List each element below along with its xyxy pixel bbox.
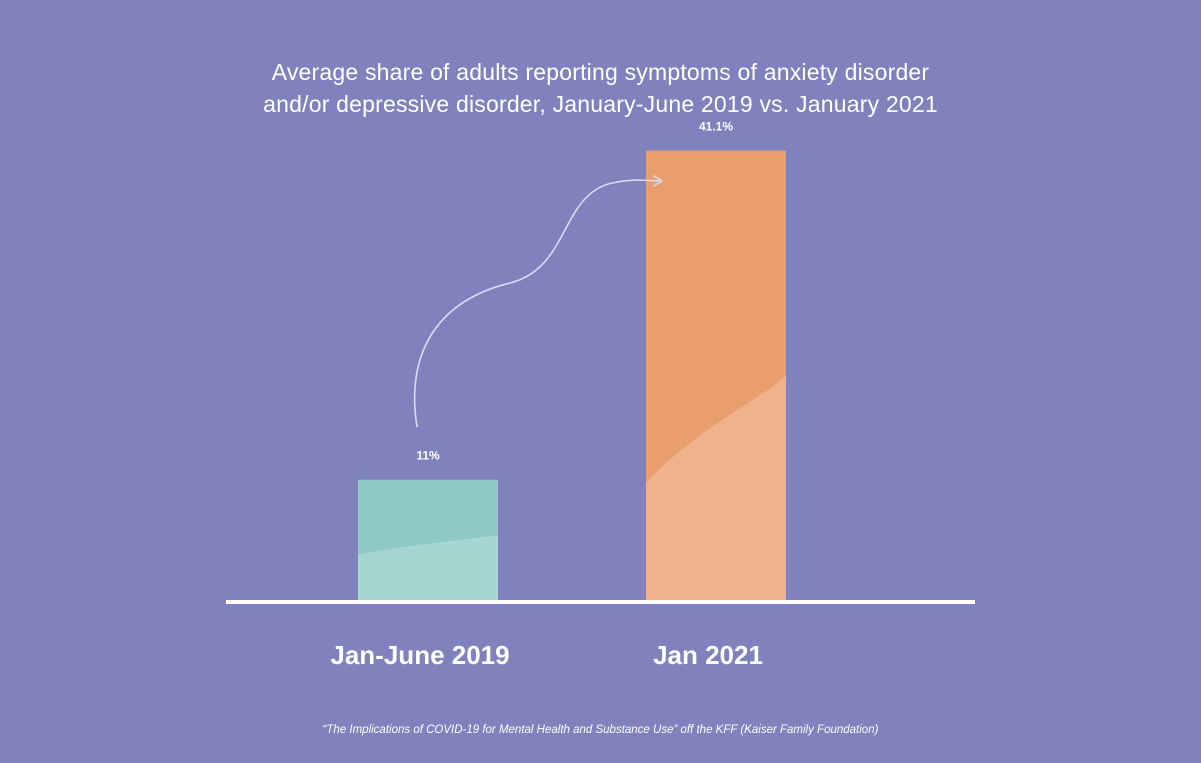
category-label-jan-june-2019: Jan-June 2019 xyxy=(330,640,509,670)
category-label-jan-2021: Jan 2021 xyxy=(653,640,763,670)
value-label-jan-2021: 41.1% xyxy=(699,120,733,134)
trend-arrow-annotation xyxy=(413,175,663,428)
chart-title-line-1: Average share of adults reporting sympto… xyxy=(271,59,930,85)
labels-layer: 11% Jan-June 2019 41.1% Jan 2021 xyxy=(330,120,763,670)
bars-layer xyxy=(358,150,786,600)
chart-title-line-2: and/or depressive disorder, January-June… xyxy=(263,91,938,117)
bar-jan-june-2019 xyxy=(358,479,498,600)
value-label-jan-june-2019: 11% xyxy=(416,449,440,463)
bar-highlight xyxy=(358,535,498,600)
bar-jan-2021 xyxy=(646,150,786,600)
source-citation: “The Implications of COVID-19 for Mental… xyxy=(322,724,879,736)
bar-highlight xyxy=(646,375,786,600)
chart-title: Average share of adults reporting sympto… xyxy=(0,56,1201,120)
